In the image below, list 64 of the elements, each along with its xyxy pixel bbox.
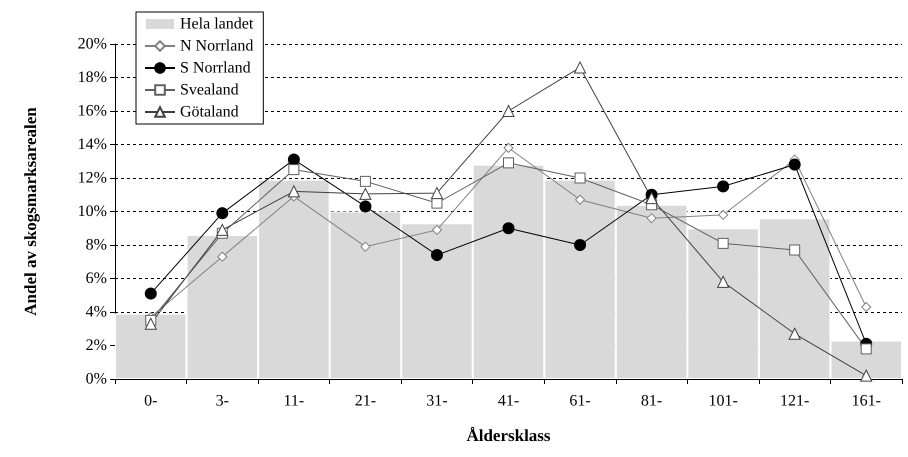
- point: [861, 302, 872, 312]
- y-axis-title: Andel av skogsmarksarealen: [21, 106, 40, 316]
- point: [360, 176, 371, 187]
- point: [646, 192, 658, 204]
- point: [502, 105, 514, 117]
- y-tick-label: 8%: [86, 236, 107, 254]
- point: [359, 188, 372, 200]
- legend-label: Hela landet: [180, 16, 254, 32]
- legend-label: N Norrland: [180, 38, 254, 54]
- y-tick-label: 4%: [86, 304, 107, 320]
- point: [288, 164, 300, 176]
- point: [646, 213, 657, 224]
- point: [574, 239, 586, 251]
- x-tick-label: 11-: [283, 392, 304, 410]
- point: [217, 252, 228, 262]
- y-tick-label: 14%: [78, 136, 107, 153]
- point: [717, 180, 730, 192]
- x-tick-label: 101-: [708, 392, 738, 410]
- point: [144, 318, 157, 330]
- point: [860, 370, 872, 382]
- y-tick-label: 12%: [78, 170, 107, 186]
- x-tick-label: 81-: [640, 392, 662, 410]
- point: [575, 194, 586, 205]
- point: [717, 276, 730, 288]
- point: [288, 185, 300, 198]
- point: [430, 249, 443, 262]
- legend-label: Svealand: [180, 82, 239, 98]
- x-tick-label: 0-: [144, 392, 158, 410]
- x-tick-label: 161-: [852, 392, 881, 410]
- point: [432, 224, 442, 235]
- y-tick-label: 0%: [86, 370, 107, 388]
- point: [430, 187, 443, 200]
- point: [574, 172, 586, 184]
- point: [718, 210, 728, 220]
- x-tick-label: 121-: [780, 392, 810, 410]
- point: [788, 328, 801, 340]
- x-tick-label: 31-: [426, 392, 448, 410]
- legend-label: S Norrland: [180, 60, 251, 76]
- point: [789, 244, 800, 256]
- x-tick-label: 41-: [498, 392, 520, 410]
- y-tick-label: 18%: [78, 69, 107, 86]
- x-axis-title: Åldersklass: [466, 426, 551, 445]
- point: [574, 61, 586, 74]
- point: [360, 242, 370, 252]
- point: [502, 222, 514, 234]
- point: [788, 158, 801, 171]
- point: [288, 154, 300, 166]
- x-tick-label: 21-: [354, 392, 376, 410]
- point: [144, 288, 157, 300]
- y-tick-label: 20%: [78, 36, 107, 52]
- point: [216, 207, 228, 220]
- x-tick-label: 61-: [569, 392, 591, 410]
- point: [503, 157, 514, 168]
- point: [216, 224, 228, 236]
- y-tick-label: 6%: [86, 270, 107, 287]
- y-tick-label: 10%: [78, 203, 107, 220]
- legend-label: Götaland: [180, 104, 239, 120]
- y-tick-label: 16%: [78, 102, 107, 120]
- point: [718, 238, 729, 249]
- point: [860, 343, 872, 354]
- point: [359, 200, 372, 212]
- x-tick-label: 3-: [216, 392, 229, 410]
- y-tick-label: 2%: [86, 337, 107, 354]
- point: [504, 142, 514, 153]
